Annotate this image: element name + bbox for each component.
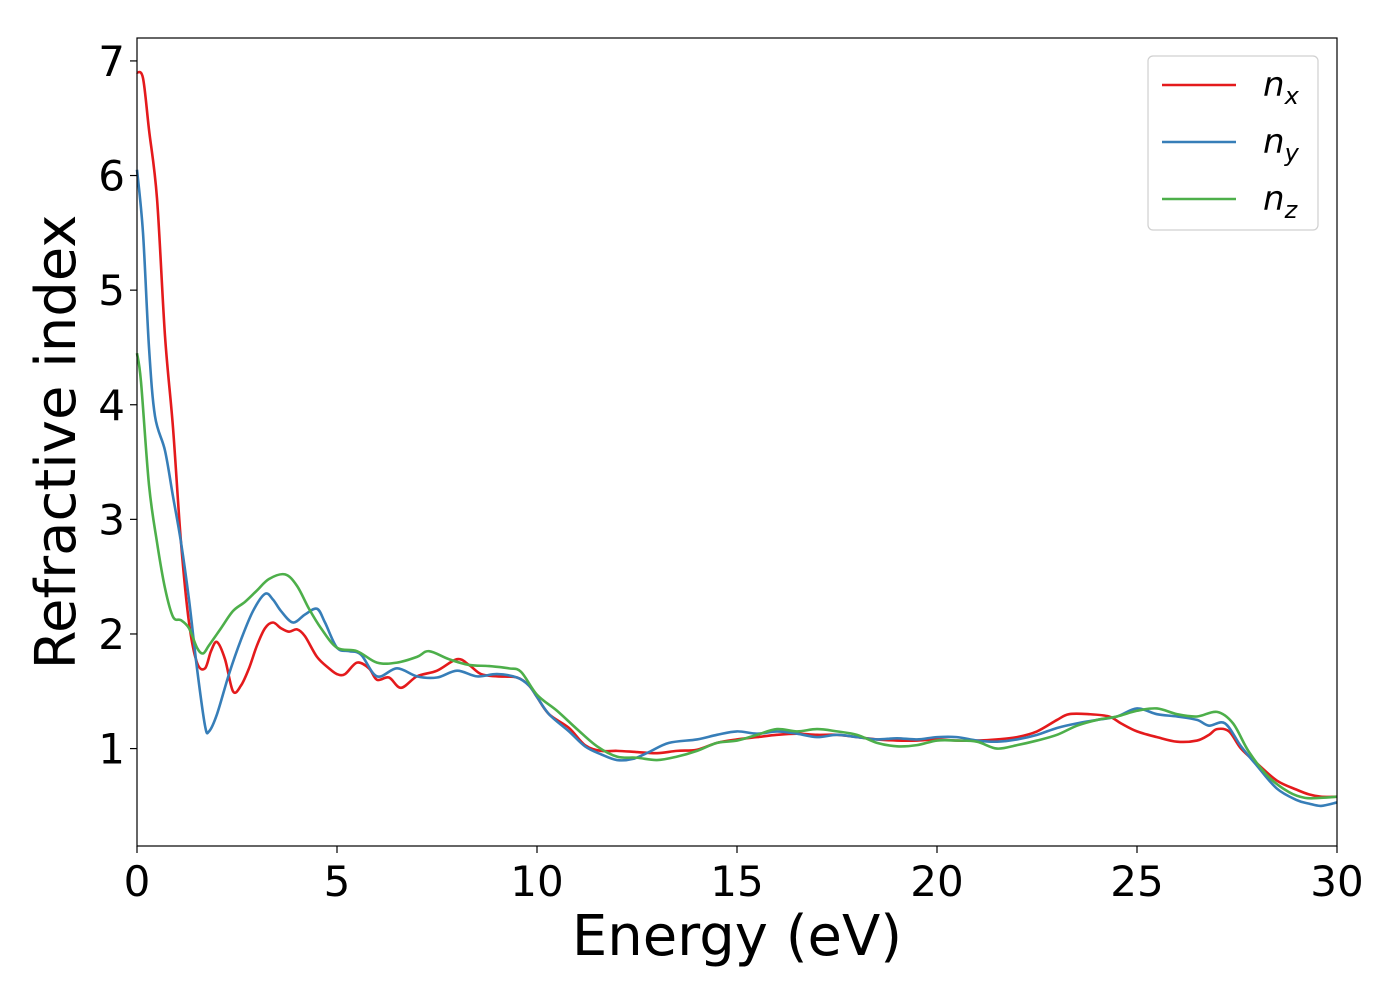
series-line-nz <box>135 352 1338 800</box>
y-tick-label: 7 <box>98 37 125 86</box>
y-tick-label: 4 <box>98 381 125 430</box>
x-tick-label: 15 <box>710 857 763 906</box>
x-tick-label: 10 <box>510 857 563 906</box>
series-line-nx <box>136 70 1338 799</box>
legend: nx ny nz <box>1147 55 1319 231</box>
legend-label-ny: ny <box>1263 122 1300 167</box>
x-tick-label: 20 <box>910 857 963 906</box>
y-axis-ticks: 1 2 3 4 5 6 7 <box>98 37 137 774</box>
x-tick-label: 25 <box>1110 857 1163 906</box>
y-axis-title: Refractive index <box>24 215 89 670</box>
x-tick-label: 30 <box>1310 857 1363 906</box>
x-axis-title: Energy (eV) <box>572 904 902 969</box>
x-tick-label: 5 <box>324 857 351 906</box>
y-tick-label: 6 <box>98 152 125 201</box>
legend-label-nz: nz <box>1263 179 1299 224</box>
x-axis-ticks: 0 5 10 15 20 25 30 <box>124 846 1364 906</box>
y-tick-label: 3 <box>98 495 125 544</box>
y-tick-label: 2 <box>98 610 125 659</box>
y-tick-label: 1 <box>98 725 125 774</box>
y-tick-label: 5 <box>98 266 125 315</box>
legend-label-nx: nx <box>1263 65 1300 110</box>
x-tick-label: 0 <box>124 857 151 906</box>
series-layer <box>135 70 1338 808</box>
